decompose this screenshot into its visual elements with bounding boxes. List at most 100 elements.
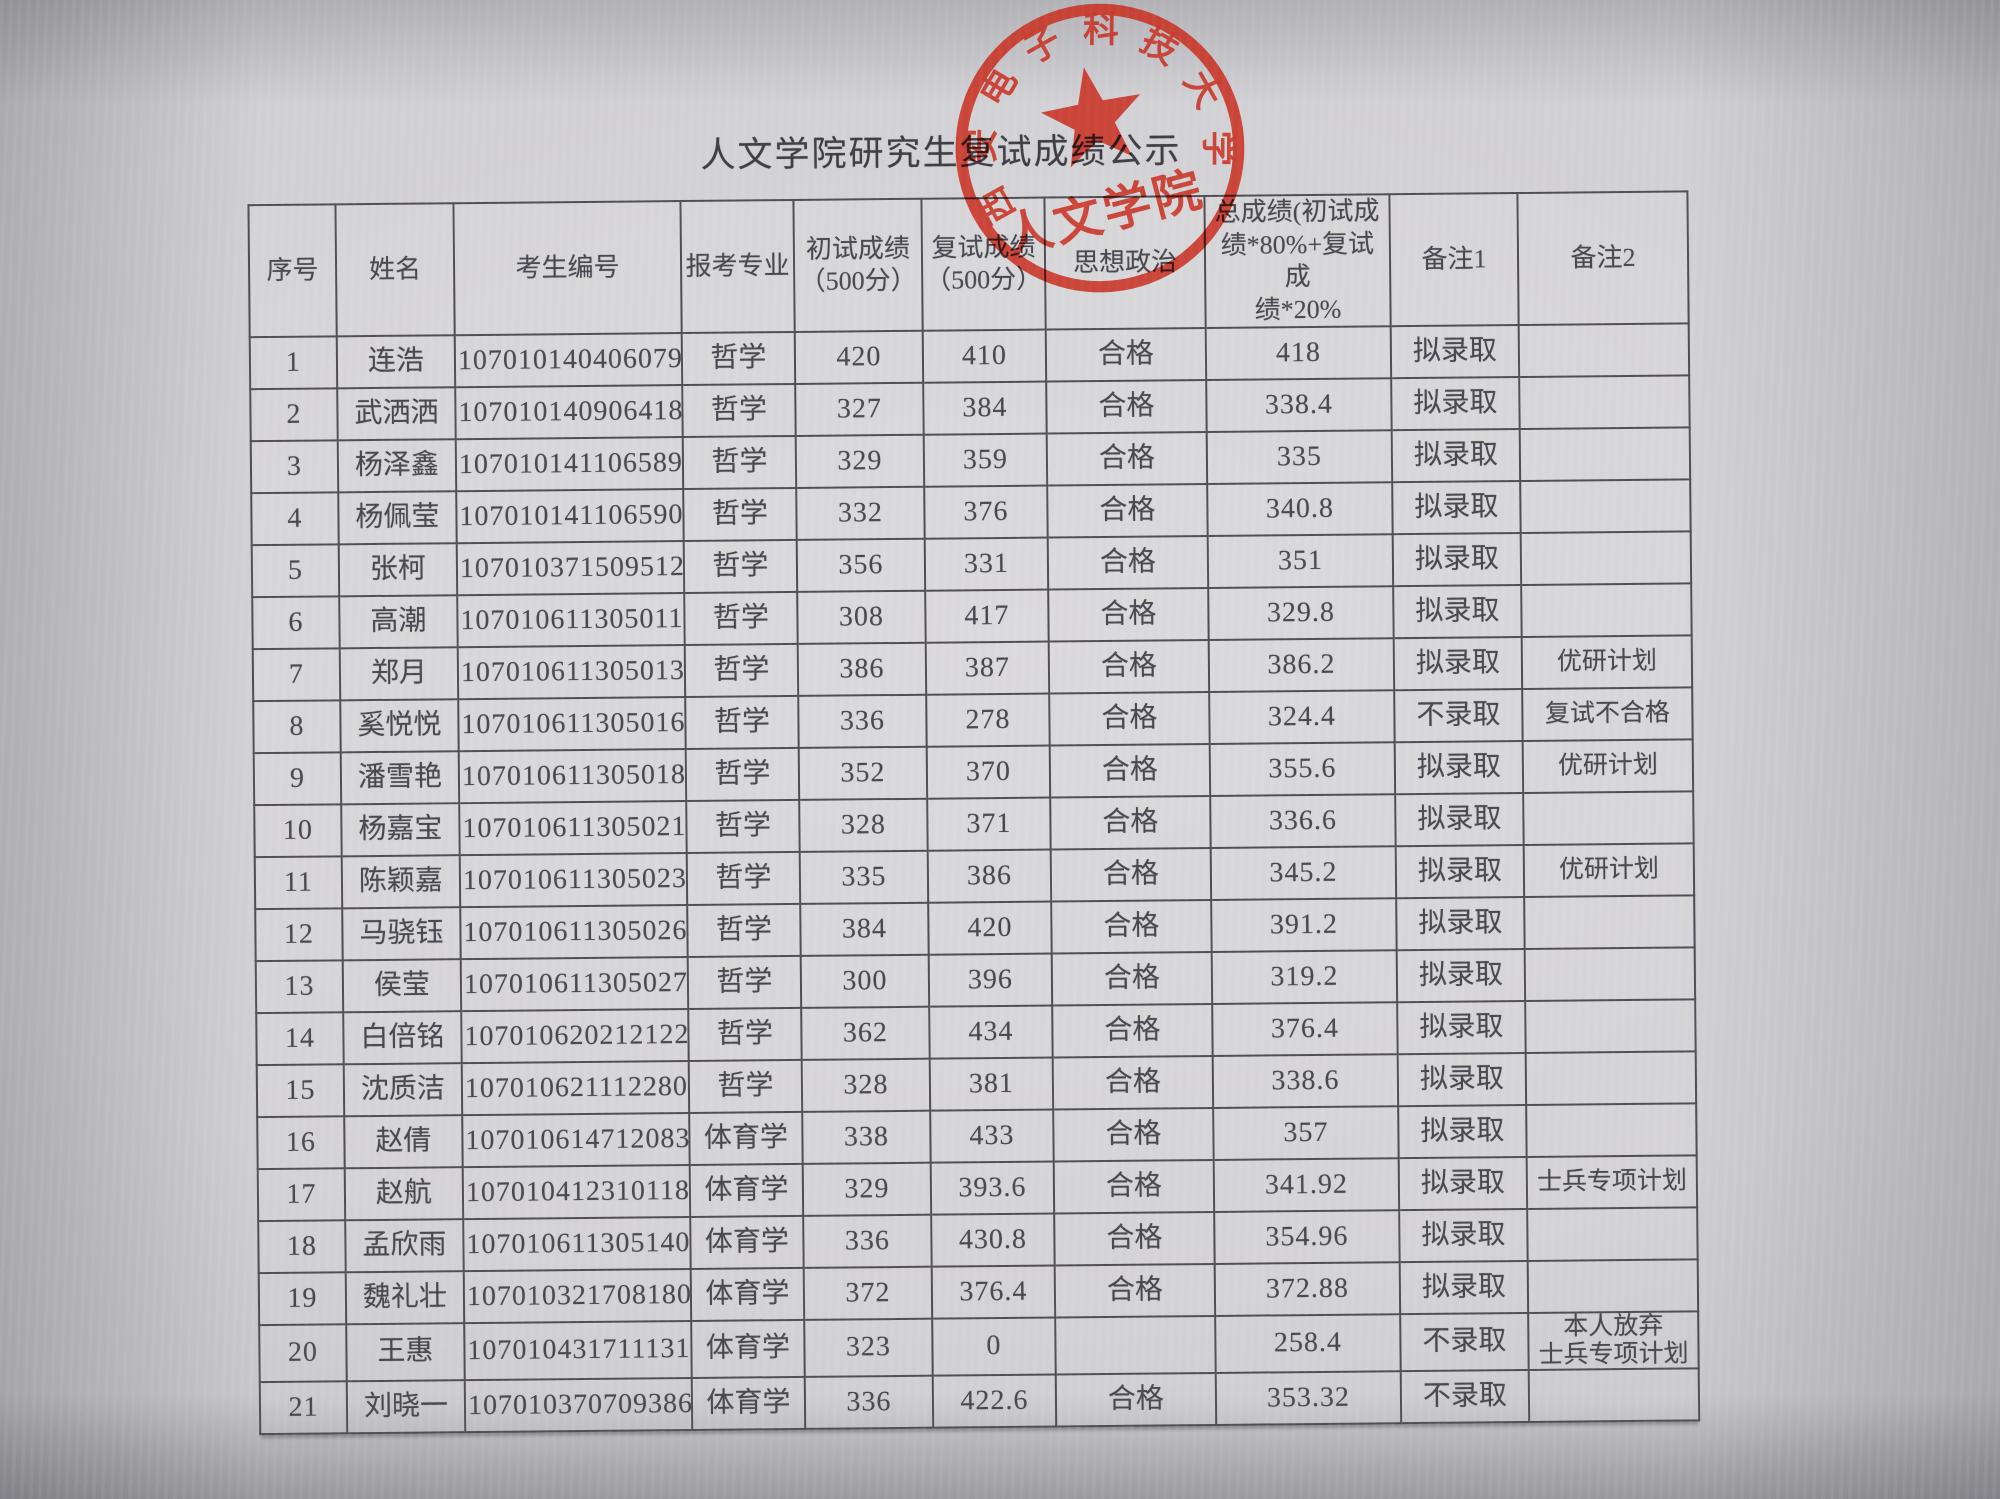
cell-note1: 拟录取 bbox=[1393, 584, 1522, 639]
cell-name: 王惠 bbox=[346, 1323, 465, 1382]
cell-note2 bbox=[1527, 1259, 1699, 1313]
cell-initial-score: 323 bbox=[804, 1318, 933, 1377]
header-cell-name: 姓名 bbox=[335, 203, 455, 337]
cell-note2 bbox=[1528, 1368, 1700, 1422]
cell-note2: 优研计划 bbox=[1523, 843, 1695, 897]
cell-note1: 拟录取 bbox=[1395, 844, 1525, 899]
cell-candidate-id: 107010611305023 bbox=[459, 853, 688, 908]
cell-total-score: 354.96 bbox=[1214, 1210, 1400, 1264]
cell-note2: 优研计划 bbox=[1521, 635, 1693, 689]
cell-retest-score: 410 bbox=[922, 329, 1047, 383]
cell-candidate-id: 107010621112280 bbox=[461, 1061, 690, 1116]
cell-initial-score: 338 bbox=[802, 1110, 931, 1164]
cell-no: 8 bbox=[253, 700, 341, 754]
cell-candidate-id: 107010611305016 bbox=[458, 697, 686, 752]
cell-no: 11 bbox=[254, 856, 343, 910]
cell-retest-score: 422.6 bbox=[932, 1374, 1057, 1428]
table-header-row: 序号 姓名 考生编号 报考专业 初试成绩 （500分） 复试成绩 （500分） … bbox=[248, 191, 1689, 338]
cell-note1: 不录取 bbox=[1394, 688, 1523, 743]
cell-note2 bbox=[1518, 323, 1690, 378]
cell-total-score: 258.4 bbox=[1215, 1314, 1401, 1373]
cell-politics: 合格 bbox=[1049, 743, 1211, 798]
cell-major: 哲学 bbox=[687, 903, 801, 958]
cell-total-score: 324.4 bbox=[1209, 690, 1395, 744]
cell-major: 哲学 bbox=[684, 643, 799, 698]
cell-politics: 合格 bbox=[1048, 587, 1209, 642]
cell-no: 2 bbox=[250, 388, 338, 442]
cell-note1: 拟录取 bbox=[1395, 792, 1524, 847]
cell-note2: 本人放弃 士兵专项计划 bbox=[1528, 1311, 1699, 1370]
cell-major: 体育学 bbox=[689, 1111, 803, 1166]
cell-total-score: 336.6 bbox=[1210, 794, 1396, 848]
cell-no: 16 bbox=[257, 1116, 345, 1170]
cell-note1: 拟录取 bbox=[1393, 636, 1523, 691]
cell-note2: 复试不合格 bbox=[1522, 687, 1693, 741]
cell-name: 侯莹 bbox=[342, 959, 462, 1013]
cell-candidate-id: 107010371509512 bbox=[456, 541, 685, 596]
cell-total-score: 386.2 bbox=[1208, 638, 1395, 692]
cell-candidate-id: 107010431711131 bbox=[464, 1320, 692, 1381]
cell-name: 杨泽鑫 bbox=[337, 439, 457, 493]
cell-candidate-id: 107010141106589 bbox=[455, 437, 684, 492]
cell-major: 哲学 bbox=[686, 851, 801, 906]
cell-major: 哲学 bbox=[682, 435, 797, 490]
cell-candidate-id: 107010611305013 bbox=[457, 645, 686, 700]
cell-politics: 合格 bbox=[1051, 899, 1212, 954]
cell-initial-score: 329 bbox=[795, 434, 925, 488]
cell-candidate-id: 107010412310118 bbox=[462, 1165, 691, 1220]
cell-politics: 合格 bbox=[1053, 1159, 1215, 1214]
cell-no: 13 bbox=[255, 960, 344, 1014]
cell-initial-score: 384 bbox=[800, 902, 929, 956]
score-table: 序号 姓名 考生编号 报考专业 初试成绩 （500分） 复试成绩 （500分） … bbox=[247, 190, 1701, 1436]
cell-retest-score: 331 bbox=[924, 537, 1049, 591]
cell-note1: 拟录取 bbox=[1394, 740, 1524, 795]
cell-note2 bbox=[1525, 999, 1696, 1053]
cell-retest-score: 384 bbox=[923, 381, 1047, 435]
cell-no: 17 bbox=[257, 1168, 346, 1222]
cell-major: 哲学 bbox=[686, 799, 800, 854]
cell-retest-score: 430.8 bbox=[931, 1213, 1055, 1267]
cell-note1: 拟录取 bbox=[1396, 896, 1525, 951]
cell-no: 4 bbox=[251, 492, 339, 546]
cell-name: 连浩 bbox=[336, 335, 456, 389]
header-cell-note2: 备注2 bbox=[1517, 191, 1689, 326]
cell-note2 bbox=[1520, 531, 1692, 585]
cell-politics: 合格 bbox=[1048, 639, 1210, 694]
cell-retest-score: 376.4 bbox=[931, 1265, 1056, 1319]
cell-retest-score: 278 bbox=[926, 693, 1050, 747]
cell-candidate-id: 107010370709386 bbox=[464, 1377, 693, 1433]
cell-politics: 合格 bbox=[1045, 328, 1207, 382]
cell-retest-score: 386 bbox=[927, 849, 1052, 903]
cell-retest-score: 420 bbox=[928, 901, 1052, 955]
cell-initial-score: 420 bbox=[794, 330, 924, 384]
cell-no: 5 bbox=[251, 544, 340, 598]
cell-no: 14 bbox=[256, 1012, 344, 1066]
cell-note2 bbox=[1523, 791, 1694, 845]
cell-note1: 拟录取 bbox=[1392, 480, 1521, 535]
cell-major: 体育学 bbox=[689, 1163, 804, 1217]
cell-candidate-id: 107010611305026 bbox=[460, 905, 688, 960]
cell-name: 杨嘉宝 bbox=[341, 803, 460, 857]
cell-retest-score: 387 bbox=[925, 641, 1050, 695]
cell-note1: 拟录取 bbox=[1392, 532, 1522, 587]
cell-note2 bbox=[1519, 427, 1691, 481]
cell-retest-score: 434 bbox=[929, 1005, 1053, 1059]
cell-note1: 拟录取 bbox=[1398, 1104, 1527, 1159]
cell-politics bbox=[1055, 1315, 1216, 1375]
cell-note2 bbox=[1519, 375, 1690, 430]
cell-name: 杨佩莹 bbox=[338, 491, 457, 545]
cell-note2 bbox=[1524, 895, 1695, 949]
cell-name: 奚悦悦 bbox=[340, 699, 459, 753]
cell-initial-score: 300 bbox=[800, 954, 930, 1008]
cell-major: 哲学 bbox=[685, 695, 799, 750]
header-cell-major: 报考专业 bbox=[680, 199, 795, 334]
cell-retest-score: 359 bbox=[923, 433, 1048, 487]
cell-total-score: 335 bbox=[1206, 430, 1393, 485]
cell-note1: 拟录取 bbox=[1391, 377, 1520, 431]
cell-total-score: 372.88 bbox=[1214, 1262, 1401, 1316]
cell-candidate-id: 107010611305018 bbox=[458, 749, 687, 804]
cell-major: 哲学 bbox=[688, 1007, 802, 1062]
cell-candidate-id: 107010140406079 bbox=[454, 333, 683, 388]
cell-name: 高潮 bbox=[339, 595, 458, 649]
cell-politics: 合格 bbox=[1053, 1107, 1214, 1162]
